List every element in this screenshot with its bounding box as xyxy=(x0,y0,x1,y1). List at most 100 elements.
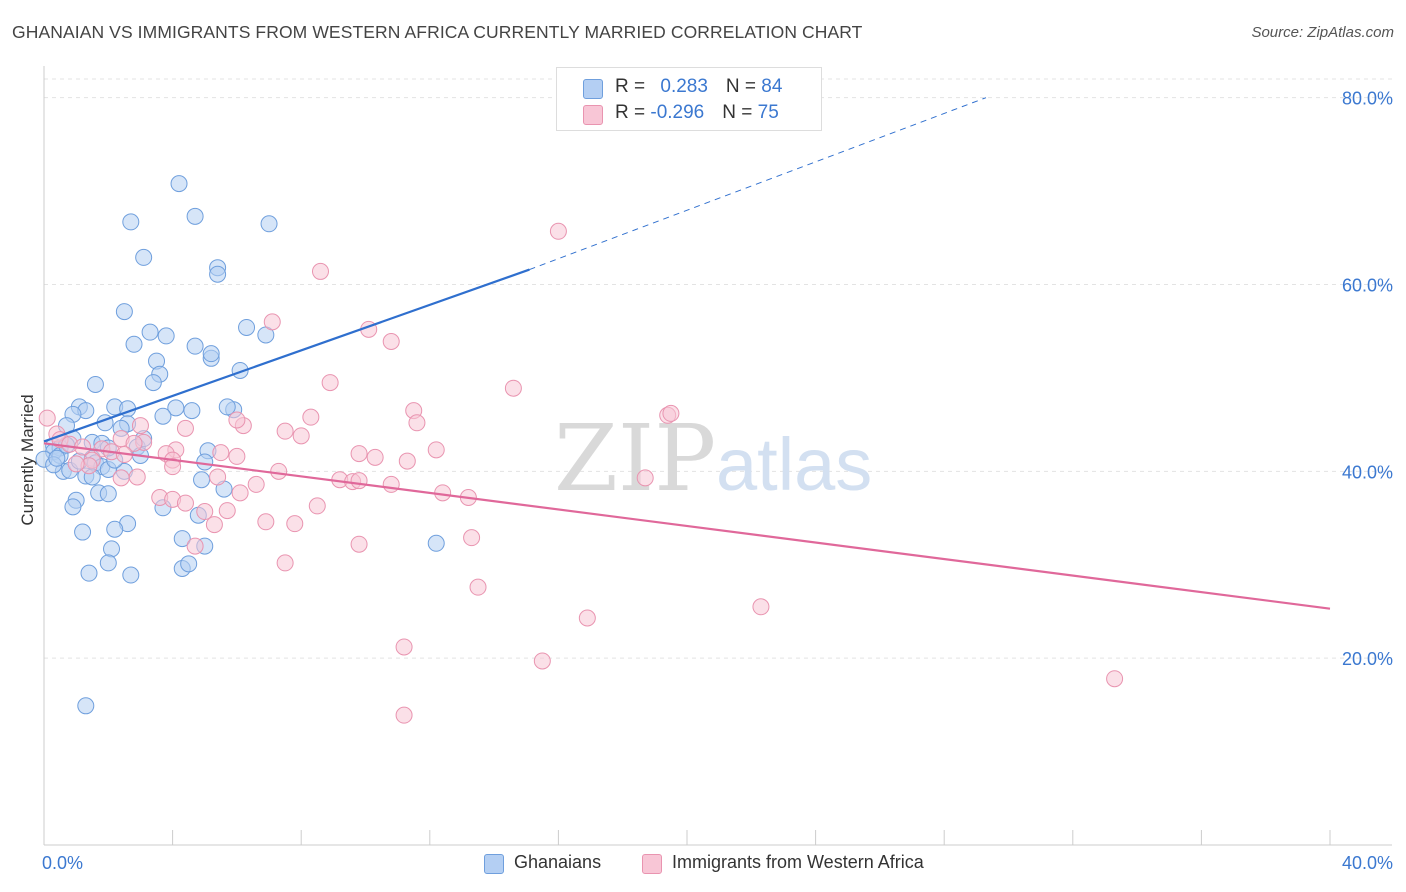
ghanaians-point xyxy=(154,407,172,425)
ghanaians-point xyxy=(115,303,133,321)
ghanaians-point xyxy=(209,265,227,283)
ghanaians-point xyxy=(99,554,117,572)
western-africa-point xyxy=(247,475,265,493)
western-africa-point xyxy=(395,706,413,724)
western-africa-point xyxy=(533,652,551,670)
legend-n-value: 84 xyxy=(761,76,783,97)
ghanaians-point xyxy=(170,175,188,193)
ghanaians-point xyxy=(106,520,124,538)
y-tick-label: 80.0% xyxy=(1342,89,1393,109)
western-africa-point xyxy=(752,598,770,616)
western-africa-legend-label: Immigrants from Western Africa xyxy=(672,852,924,872)
western-africa-point xyxy=(382,332,400,350)
chart-title: GHANAIAN VS IMMIGRANTS FROM WESTERN AFRI… xyxy=(12,22,863,42)
ghanaians-point xyxy=(99,485,117,503)
western-africa-point xyxy=(263,313,281,331)
western-africa-point xyxy=(112,469,130,487)
ghanaians-point xyxy=(86,375,104,393)
source-credit: Source: ZipAtlas.com xyxy=(1251,24,1394,41)
legend-n-label: N = xyxy=(722,102,758,123)
legend-r-label: R = xyxy=(615,102,651,123)
trend-lines xyxy=(43,97,1331,610)
western-africa-point xyxy=(366,448,384,466)
y-axis-label: Currently Married xyxy=(18,394,37,526)
western-africa-point xyxy=(276,554,294,572)
western-africa-point xyxy=(176,494,194,512)
western-africa-point xyxy=(504,379,522,397)
ghanaians-point xyxy=(74,523,92,541)
ghanaians-point xyxy=(180,555,198,573)
watermark-zip: ZIP xyxy=(554,405,716,512)
y-tick-labels: 20.0% 40.0% 60.0% 80.0% xyxy=(1342,89,1393,669)
ghanaians-point xyxy=(103,540,121,558)
western-africa-point xyxy=(427,441,445,459)
ghanaians-point xyxy=(196,453,214,471)
ghanaians-point xyxy=(48,449,66,467)
ghanaians-swatch xyxy=(583,79,603,99)
western-africa-point xyxy=(205,516,223,534)
western-africa-point xyxy=(176,419,194,437)
ghanaians-point xyxy=(77,697,95,715)
ghanaians-point xyxy=(202,345,220,363)
ghanaians-point xyxy=(125,335,143,353)
western-africa-point xyxy=(38,409,56,427)
western-africa-point xyxy=(67,455,85,473)
western-africa-point xyxy=(125,434,143,452)
ghanaians-point xyxy=(167,399,185,417)
western-africa-point xyxy=(292,427,310,445)
ghanaians-point xyxy=(186,207,204,225)
western-africa-point xyxy=(228,411,246,429)
ghanaians-point xyxy=(238,318,256,336)
ghanaians-point xyxy=(141,323,159,341)
western-africa-point xyxy=(164,458,182,476)
ghanaians-point xyxy=(122,566,140,584)
ghanaians-point xyxy=(218,398,236,416)
legend-n-label: N = xyxy=(725,76,762,97)
ghanaians-trend-extension xyxy=(529,97,987,271)
watermark-atlas: atlas xyxy=(716,423,872,506)
ghanaians-point xyxy=(186,337,204,355)
ghanaians-trend-line xyxy=(43,268,530,443)
western-africa-point xyxy=(321,374,339,392)
western-africa-point xyxy=(408,414,426,432)
western-africa-legend-swatch xyxy=(642,854,662,874)
y-tick-label: 20.0% xyxy=(1342,649,1393,669)
western-africa-point xyxy=(257,513,275,531)
western-africa-point xyxy=(395,638,413,656)
ghanaians-point xyxy=(260,215,278,233)
x-tick-label: 0.0% xyxy=(42,853,83,873)
western-africa-point xyxy=(196,503,214,521)
western-africa-point xyxy=(350,472,368,490)
ghanaians-point xyxy=(135,248,153,266)
legend-n-value: 75 xyxy=(757,102,779,123)
western-africa-point xyxy=(350,535,368,553)
ghanaians-point xyxy=(173,530,191,548)
ghanaians-point xyxy=(427,534,445,552)
western-africa-point xyxy=(662,404,680,422)
ghanaians-point xyxy=(144,374,162,392)
legend-r-label: R = xyxy=(615,76,651,97)
western-africa-point xyxy=(209,468,227,486)
western-africa-point xyxy=(350,445,368,463)
western-africa-point xyxy=(469,578,487,596)
x-tick-label: 40.0% xyxy=(1342,853,1393,873)
western-africa-point xyxy=(398,452,416,470)
ghanaians-point xyxy=(193,471,211,489)
x-tick-labels: 0.0% 40.0% xyxy=(42,853,1393,873)
ghanaians-point xyxy=(80,564,98,582)
ghanaians-point xyxy=(157,327,175,345)
western-africa-point xyxy=(308,497,326,515)
western-africa-point xyxy=(186,537,204,555)
western-africa-point xyxy=(382,475,400,493)
western-africa-point xyxy=(218,502,236,520)
western-africa-point xyxy=(128,468,146,486)
ghanaians-point xyxy=(183,402,201,420)
western-africa-point xyxy=(463,529,481,547)
western-africa-point xyxy=(578,609,596,627)
western-africa-point xyxy=(1106,670,1124,688)
western-africa-point xyxy=(276,422,294,440)
western-africa-point xyxy=(212,444,230,462)
western-africa-point xyxy=(636,469,654,487)
western-africa-point xyxy=(302,408,320,426)
